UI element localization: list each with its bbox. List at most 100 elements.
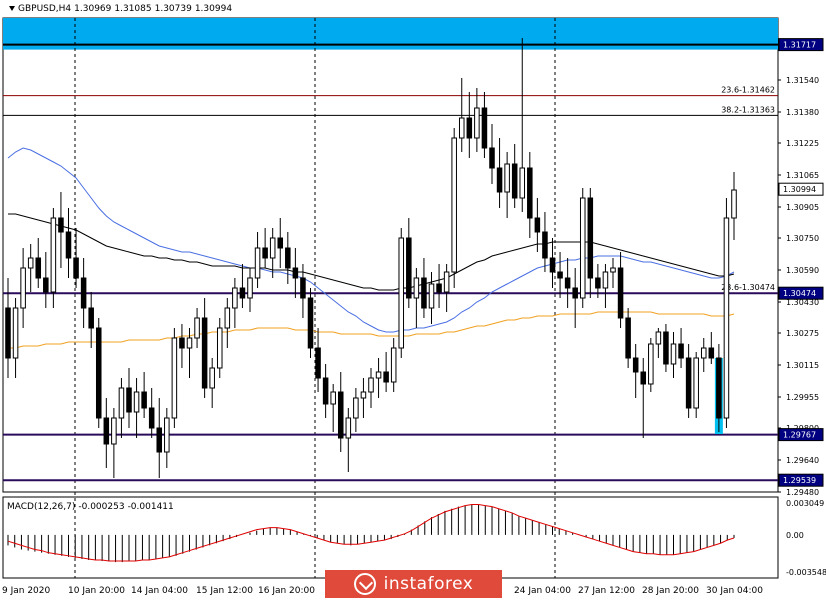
fib-label-2: 23.6-1.30474 (721, 283, 775, 292)
candle (474, 88, 480, 152)
candle-body (194, 317, 200, 339)
candle-body (504, 163, 510, 193)
candle (610, 258, 616, 288)
candle (103, 398, 110, 468)
candle (489, 124, 495, 184)
candle (88, 292, 94, 348)
candle-body (632, 357, 639, 373)
candle-body (451, 137, 457, 273)
candle-body (201, 317, 208, 389)
price-label-4: 1.29539 (783, 476, 816, 485)
candle (179, 324, 185, 368)
candle-body (50, 217, 57, 293)
watermark-text: instaforex (383, 574, 474, 594)
candle-body (360, 391, 367, 399)
candle (504, 152, 510, 218)
watermark-banner: instaforex (325, 570, 502, 598)
candle (519, 38, 526, 212)
candle-body (390, 347, 397, 383)
candle (617, 252, 624, 328)
candle (345, 408, 352, 472)
candle-body (58, 217, 64, 233)
candle (693, 352, 699, 418)
candle-body (496, 167, 503, 193)
fib-label-1: 38.2-1.31363 (721, 105, 775, 114)
candle-body (579, 197, 586, 299)
candle-body (648, 343, 654, 385)
candle-body (65, 231, 72, 259)
candle (58, 192, 64, 268)
candle-body (406, 237, 412, 299)
price-label-0: 1.31717 (783, 41, 816, 50)
candle (368, 368, 374, 408)
candle (186, 328, 193, 378)
candle-body (88, 307, 94, 329)
candle-body (315, 347, 321, 379)
candle-body (602, 271, 609, 289)
candle (285, 232, 291, 284)
y-tick-label-6: 1.30750 (786, 234, 819, 243)
candle-body (209, 367, 215, 389)
candle-body (179, 337, 185, 349)
candle (164, 408, 170, 468)
candle-body (685, 357, 692, 409)
candle-body (542, 231, 548, 259)
candle (315, 328, 321, 392)
candle (648, 338, 654, 392)
candle-body (292, 267, 299, 279)
y-tick-label-7: 1.30590 (786, 266, 819, 275)
x-tick-label-2: 14 Jan 04:00 (131, 586, 188, 596)
candle (20, 248, 26, 328)
candle-body (587, 197, 594, 279)
candle (300, 264, 306, 318)
chevron-down-icon[interactable] (9, 6, 15, 11)
candle (443, 264, 450, 312)
price-label-box-2 (778, 286, 824, 300)
candle-body (716, 357, 722, 419)
candle-body (481, 107, 488, 149)
candle (80, 258, 87, 328)
candle-body (519, 167, 526, 199)
candle (700, 338, 707, 372)
candle-body (436, 283, 442, 293)
price-label-box-3 (778, 428, 824, 442)
candle-body (111, 417, 117, 445)
candle-body (239, 287, 246, 299)
candle (542, 212, 548, 272)
candle-body (723, 217, 730, 419)
macd-header: MACD(12,26,7) -0.000253 -0.001411 (7, 502, 177, 512)
candle-body (549, 257, 556, 273)
fib-label-0: 23.6-1.31462 (721, 86, 775, 95)
candle-body (141, 391, 147, 409)
candle (322, 364, 329, 418)
candle (148, 388, 155, 438)
macd-panel-frame (2, 496, 779, 579)
candle (50, 208, 57, 308)
candle (481, 92, 488, 158)
candle-body (670, 343, 677, 365)
candle-body (368, 377, 374, 393)
candle (353, 388, 359, 432)
macd-signal-value: -0.001411 (127, 502, 174, 512)
instaforex-logo-icon (353, 573, 376, 595)
candle-body (708, 347, 715, 359)
candle (466, 92, 473, 158)
candle-body (413, 277, 420, 299)
price-label-3: 1.29767 (783, 431, 816, 440)
candle (141, 372, 147, 418)
candle (262, 228, 268, 268)
candle (663, 324, 669, 372)
candle (43, 252, 49, 308)
candle-body (443, 271, 450, 293)
candle-body (474, 107, 480, 139)
y-tick-label-2: 1.31380 (786, 108, 819, 117)
candle (716, 344, 722, 432)
candle-body (12, 307, 19, 359)
candle (337, 372, 344, 452)
candle (383, 352, 389, 392)
candle (35, 238, 42, 288)
candle-body (133, 391, 140, 413)
candle (171, 328, 178, 428)
candle (247, 268, 253, 312)
